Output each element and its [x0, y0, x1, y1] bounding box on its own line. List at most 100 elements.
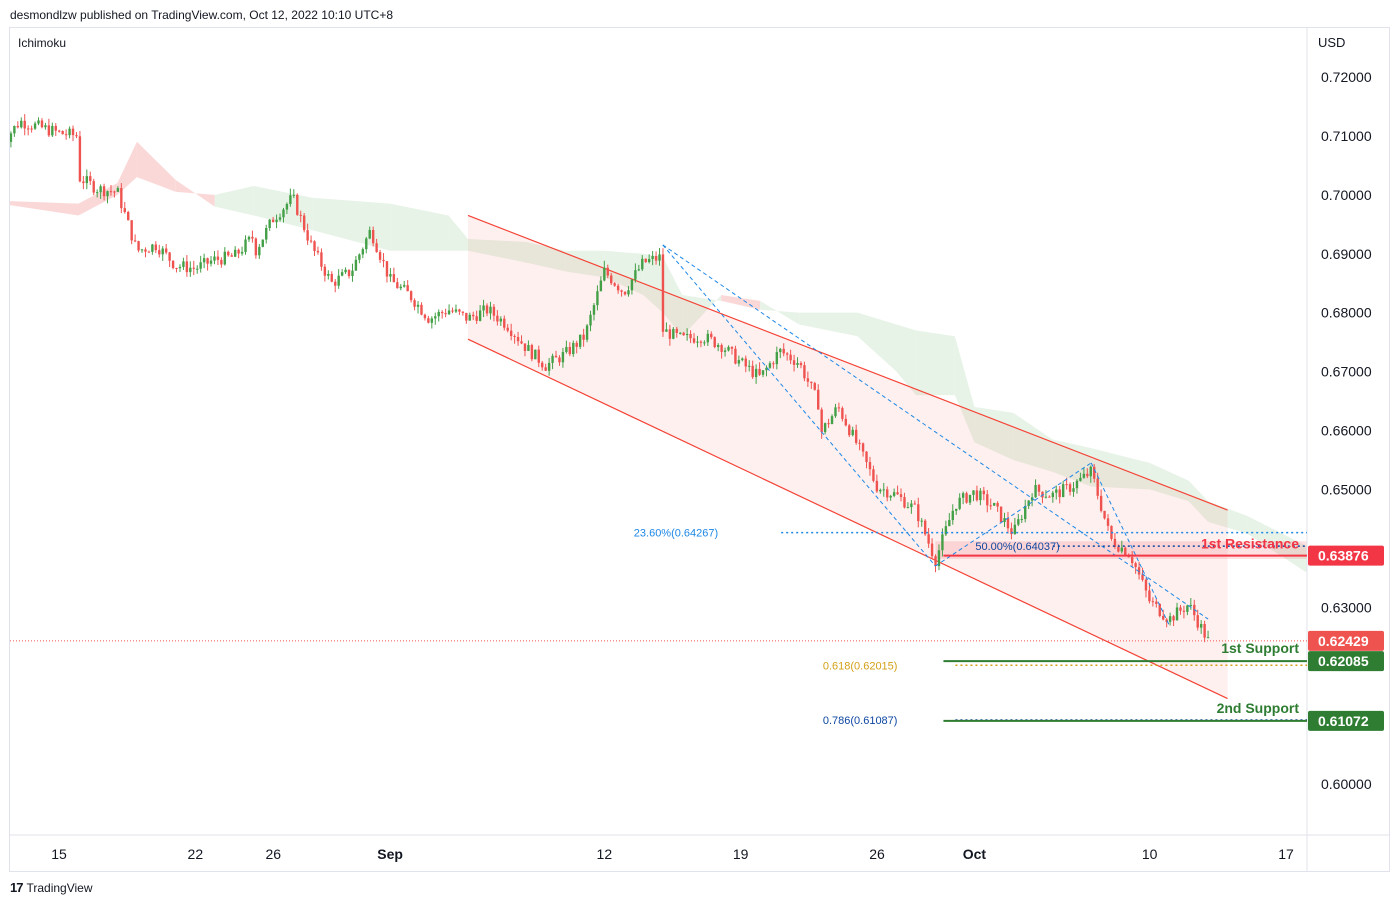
candle-body: [644, 258, 647, 263]
candle-body: [13, 126, 16, 134]
candle-body: [951, 510, 954, 521]
channel-lower-line: [467, 338, 1228, 700]
fib-61.8-label: 0.618(0.62015): [823, 660, 898, 672]
price-axis: 0.72000 0.71000 0.70000 0.69000 0.68000 0.670…: [1321, 69, 1372, 792]
candle-body: [230, 255, 233, 257]
currency-label[interactable]: USD: [1318, 35, 1346, 50]
candle-body: [758, 368, 761, 375]
price-tick-label: 0.71000: [1321, 128, 1372, 144]
candle-body: [61, 131, 64, 135]
candle-body: [1196, 615, 1199, 628]
candle-body: [813, 383, 816, 390]
candle-body: [661, 254, 665, 332]
candle-body: [278, 217, 282, 220]
candle-body: [182, 261, 185, 267]
candle-body: [82, 181, 85, 184]
candle-body: [1203, 623, 1206, 638]
zigzag-line: [662, 244, 936, 567]
candle-body: [454, 309, 458, 312]
candle-body: [806, 378, 810, 382]
candle-body: [1075, 480, 1079, 489]
candle-body: [979, 490, 982, 501]
candle-body: [434, 316, 437, 319]
candle-body: [378, 252, 382, 260]
candle-body: [89, 176, 92, 182]
candle-body: [171, 260, 175, 268]
candle-body: [679, 332, 682, 334]
candle-body: [206, 258, 209, 264]
candle-body: [992, 502, 996, 506]
candle-body: [751, 365, 754, 378]
price-tick-label: 0.63000: [1321, 599, 1372, 615]
candle-body: [375, 243, 378, 253]
candle-body: [461, 311, 465, 313]
candle-body: [1065, 484, 1068, 486]
levels: 23.60%(0.64267) 50.00%(0.64037) 1st Resist…: [10, 528, 1384, 731]
candle-body: [610, 275, 613, 284]
candle-body: [472, 314, 475, 317]
candle-body: [151, 244, 154, 252]
candle-body: [699, 341, 703, 343]
candle-body: [164, 248, 168, 253]
cloud-segment: [974, 406, 1014, 460]
candle-body: [865, 451, 868, 463]
cloud-segment: [857, 312, 897, 372]
candle-body: [158, 250, 161, 255]
candle-body: [603, 267, 606, 281]
candle-body: [268, 219, 271, 229]
candle-body: [1061, 484, 1065, 498]
candle-body: [578, 334, 582, 347]
candle-body: [1168, 616, 1172, 622]
candle-body: [506, 327, 509, 331]
candle-body: [606, 267, 609, 276]
candle-body: [133, 240, 137, 242]
cloud-segment: [721, 294, 761, 310]
candle-body: [334, 281, 337, 286]
candle-body: [1037, 484, 1041, 492]
candle-body: [1182, 610, 1186, 612]
chart-frame: [9, 27, 1390, 872]
indicator-legend[interactable]: Ichimoku: [18, 36, 67, 50]
candle-body: [568, 346, 572, 355]
candle-body: [468, 314, 471, 321]
candle-body: [785, 353, 789, 355]
candle-body: [872, 469, 875, 481]
candle-body: [665, 329, 668, 332]
price-tick-label: 0.68000: [1321, 305, 1372, 321]
zigzag-line: [662, 244, 1209, 620]
candle-body: [299, 214, 302, 216]
candle-body: [451, 310, 454, 312]
candle-body: [71, 128, 75, 136]
candle-body: [385, 261, 389, 277]
candle-body: [965, 493, 968, 503]
candle-body: [923, 520, 927, 535]
cloud-segment: [682, 294, 722, 337]
cloud-segment: [214, 185, 254, 216]
candle-body: [271, 219, 275, 223]
candle-body: [51, 125, 54, 136]
candle-body: [913, 503, 917, 505]
candle-body: [961, 493, 965, 498]
candle-body: [23, 120, 26, 129]
candle-body: [723, 350, 727, 352]
candle-body: [240, 251, 244, 254]
candle-body: [772, 363, 775, 365]
candle-body: [499, 318, 503, 322]
candle-body: [582, 334, 585, 340]
candle-body: [630, 279, 634, 291]
candle-body: [768, 363, 772, 368]
candle-body: [189, 267, 192, 273]
price-tick-label: 0.72000: [1321, 69, 1372, 85]
candle-body: [1199, 623, 1203, 628]
candle-body: [106, 191, 109, 197]
candle-body: [202, 258, 206, 263]
cloud-segment: [1052, 439, 1092, 487]
candle-body: [423, 314, 427, 319]
tradingview-footer[interactable]: 17 TradingView: [10, 880, 93, 895]
candle-body: [47, 125, 51, 136]
time-tick-label: 17: [1278, 846, 1294, 862]
candle-body: [910, 503, 913, 508]
candle-body: [782, 348, 785, 354]
candle-body: [589, 314, 592, 326]
